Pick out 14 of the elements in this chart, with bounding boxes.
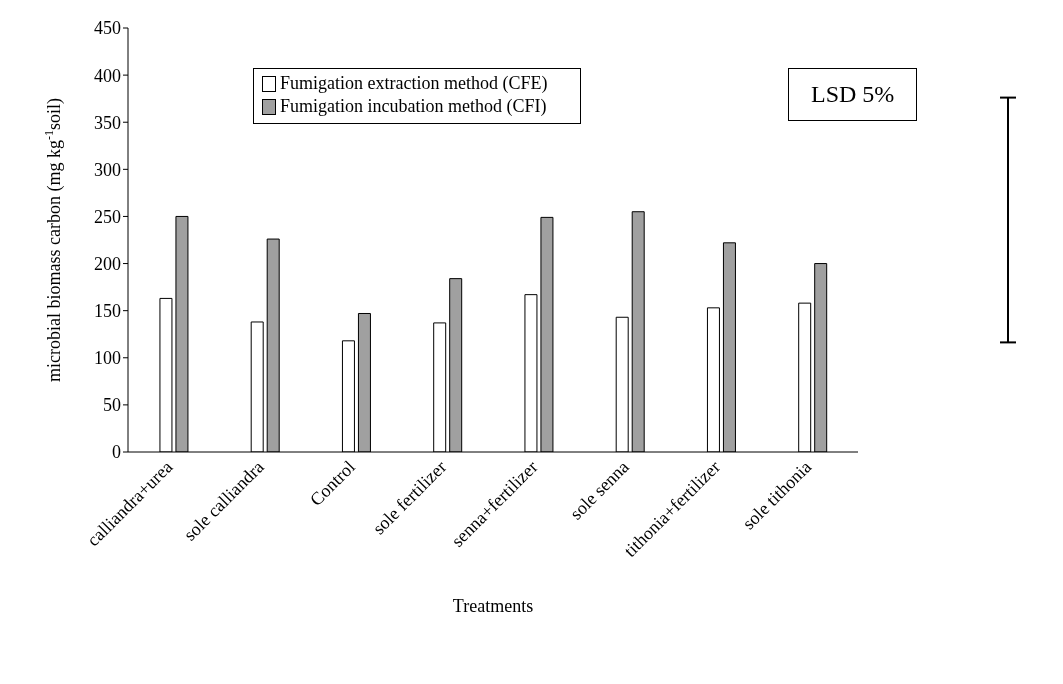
y-tick-label: 300 — [94, 159, 121, 180]
x-axis-title: Treatments — [452, 596, 534, 616]
y-tick-label: 100 — [94, 348, 121, 369]
y-tick-label: 0 — [112, 442, 121, 463]
y-tick-label: 400 — [94, 65, 121, 86]
y-tick-label: 450 — [94, 18, 121, 39]
y-tick-label: 50 — [103, 395, 121, 416]
y-tick-label: 200 — [94, 253, 121, 274]
y-tick-label: 250 — [94, 206, 121, 227]
annotation: LSD 5% — [788, 68, 918, 121]
y-tick-label: 350 — [94, 112, 121, 133]
y-tick-label: 150 — [94, 301, 121, 322]
legend-label: Fumigation incubation method (CFI) — [280, 96, 547, 117]
legend-label: Fumigation extraction method (CFE) — [280, 73, 548, 94]
